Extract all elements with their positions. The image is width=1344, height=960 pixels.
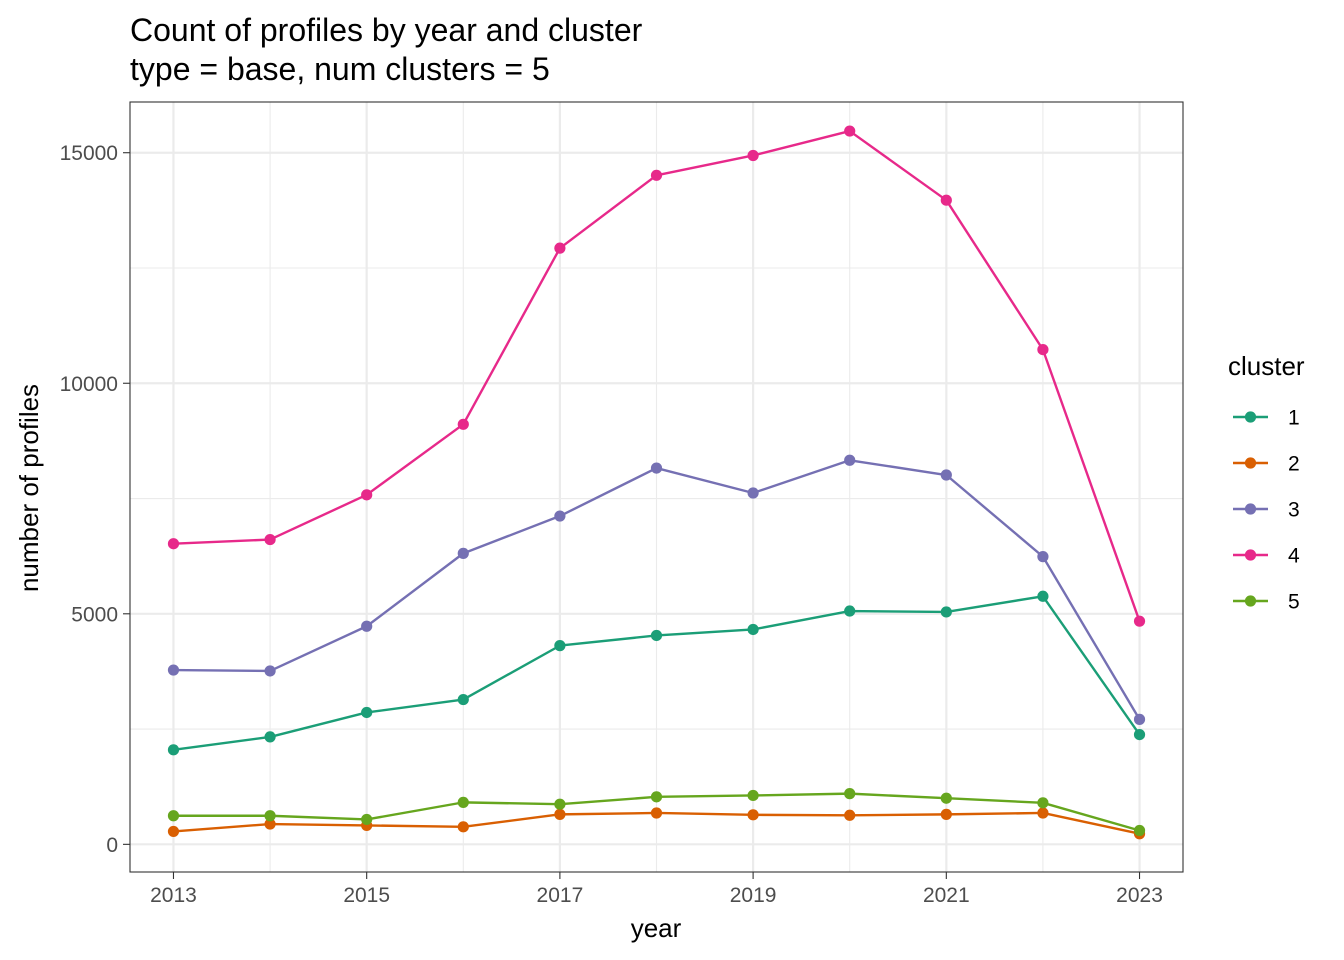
legend-key-point	[1244, 411, 1257, 423]
legend-label: 2	[1288, 453, 1300, 476]
data-point-cluster-5-2017	[554, 798, 566, 810]
data-point-cluster-4-2021	[940, 194, 952, 206]
data-point-cluster-3-2018	[650, 462, 663, 474]
data-point-cluster-4-2013	[167, 538, 180, 550]
data-point-cluster-3-2015	[361, 620, 373, 632]
series-points	[167, 125, 1146, 840]
data-point-cluster-5-2019	[747, 789, 759, 802]
data-point-cluster-5-2023	[1133, 824, 1146, 837]
panel-border	[129, 101, 1184, 873]
data-point-cluster-2-2021	[940, 808, 952, 820]
chart-subtitle: type = base, num clusters = 5	[130, 51, 550, 87]
data-point-cluster-4-2014	[264, 533, 276, 546]
plot-panel	[129, 101, 1184, 873]
legend-key-point	[1244, 595, 1257, 607]
data-point-cluster-4-2023	[1133, 615, 1146, 627]
data-point-cluster-3-2014	[264, 665, 276, 677]
data-point-cluster-4-2019	[747, 149, 759, 162]
data-point-cluster-3-2019	[747, 487, 759, 499]
data-point-cluster-4-2020	[844, 125, 856, 137]
data-point-cluster-4-2015	[361, 489, 373, 501]
data-point-cluster-3-2016	[457, 547, 469, 559]
data-point-cluster-2-2019	[747, 809, 759, 821]
data-point-cluster-3-2013	[167, 664, 180, 676]
data-point-cluster-1-2022	[1037, 590, 1049, 602]
data-point-cluster-2-2016	[457, 821, 469, 833]
data-point-cluster-1-2017	[554, 640, 566, 652]
y-tick-label: 10000	[60, 373, 118, 396]
data-point-cluster-5-2014	[264, 810, 276, 822]
legend-key-point	[1244, 503, 1257, 515]
data-point-cluster-5-2015	[361, 813, 373, 826]
data-point-cluster-1-2021	[940, 606, 952, 618]
data-point-cluster-4-2016	[457, 418, 469, 430]
data-point-cluster-5-2020	[844, 788, 856, 800]
data-point-cluster-5-2022	[1037, 797, 1049, 809]
data-point-cluster-2-2020	[844, 809, 856, 821]
y-tick-label: 15000	[60, 142, 118, 165]
data-point-cluster-1-2018	[650, 629, 663, 642]
legend-item-cluster-2: 2	[1233, 453, 1300, 476]
data-point-cluster-2-2013	[167, 825, 180, 838]
data-point-cluster-1-2014	[264, 731, 276, 743]
data-point-cluster-1-2020	[844, 605, 856, 617]
y-tick-label: 0	[106, 834, 118, 857]
grid-major	[130, 102, 1183, 872]
data-point-cluster-2-2014	[264, 818, 276, 830]
legend-key-point	[1244, 457, 1257, 469]
data-point-cluster-3-2020	[844, 454, 856, 466]
x-tick-label: 2023	[1116, 884, 1163, 907]
legend-title: cluster	[1228, 351, 1305, 381]
data-point-cluster-4-2022	[1037, 343, 1049, 356]
x-tick-label: 2017	[537, 884, 584, 907]
data-point-cluster-1-2015	[361, 706, 373, 719]
data-point-cluster-2-2018	[650, 807, 663, 819]
data-point-cluster-5-2021	[940, 792, 952, 804]
x-tick-label: 2013	[150, 884, 197, 907]
legend-key-point	[1244, 549, 1257, 561]
legend-label: 3	[1288, 499, 1300, 522]
legend-label: 4	[1288, 545, 1300, 568]
legend-item-cluster-3: 3	[1233, 499, 1300, 522]
data-point-cluster-3-2022	[1037, 551, 1049, 563]
x-axis: 2013 2015 2017 2019 2021 2023	[150, 872, 1163, 907]
data-point-cluster-2-2022	[1037, 807, 1049, 819]
chart-title: Count of profiles by year and cluster	[130, 12, 643, 48]
x-axis-title: year	[631, 913, 682, 943]
data-point-cluster-1-2013	[167, 744, 180, 756]
y-tick-label: 5000	[71, 603, 118, 626]
legend-label: 1	[1288, 407, 1300, 430]
y-axis-title: number of profiles	[14, 384, 44, 592]
data-point-cluster-3-2023	[1133, 713, 1146, 725]
legend-item-cluster-1: 1	[1233, 407, 1300, 430]
data-point-cluster-1-2023	[1133, 728, 1146, 741]
data-point-cluster-5-2013	[167, 810, 180, 822]
data-point-cluster-2-2017	[554, 808, 566, 820]
data-point-cluster-4-2018	[650, 169, 663, 181]
y-axis: 0 5000 10000 15000	[60, 142, 130, 857]
data-point-cluster-5-2018	[650, 791, 663, 803]
data-point-cluster-5-2016	[457, 796, 469, 808]
x-tick-label: 2015	[343, 884, 390, 907]
legend-item-cluster-5: 5	[1233, 591, 1300, 614]
x-tick-label: 2019	[730, 884, 777, 907]
legend-label: 5	[1288, 591, 1300, 614]
legend-items: 1 2 3 4 5	[1233, 407, 1300, 614]
legend-item-cluster-4: 4	[1233, 545, 1300, 568]
data-point-cluster-4-2017	[554, 242, 566, 254]
data-point-cluster-1-2019	[747, 623, 759, 636]
data-point-cluster-1-2016	[457, 693, 469, 706]
data-point-cluster-3-2021	[940, 469, 952, 481]
data-point-cluster-3-2017	[554, 510, 566, 522]
x-tick-label: 2021	[923, 884, 970, 907]
legend: cluster 1 2 3 4 5	[1228, 351, 1305, 614]
